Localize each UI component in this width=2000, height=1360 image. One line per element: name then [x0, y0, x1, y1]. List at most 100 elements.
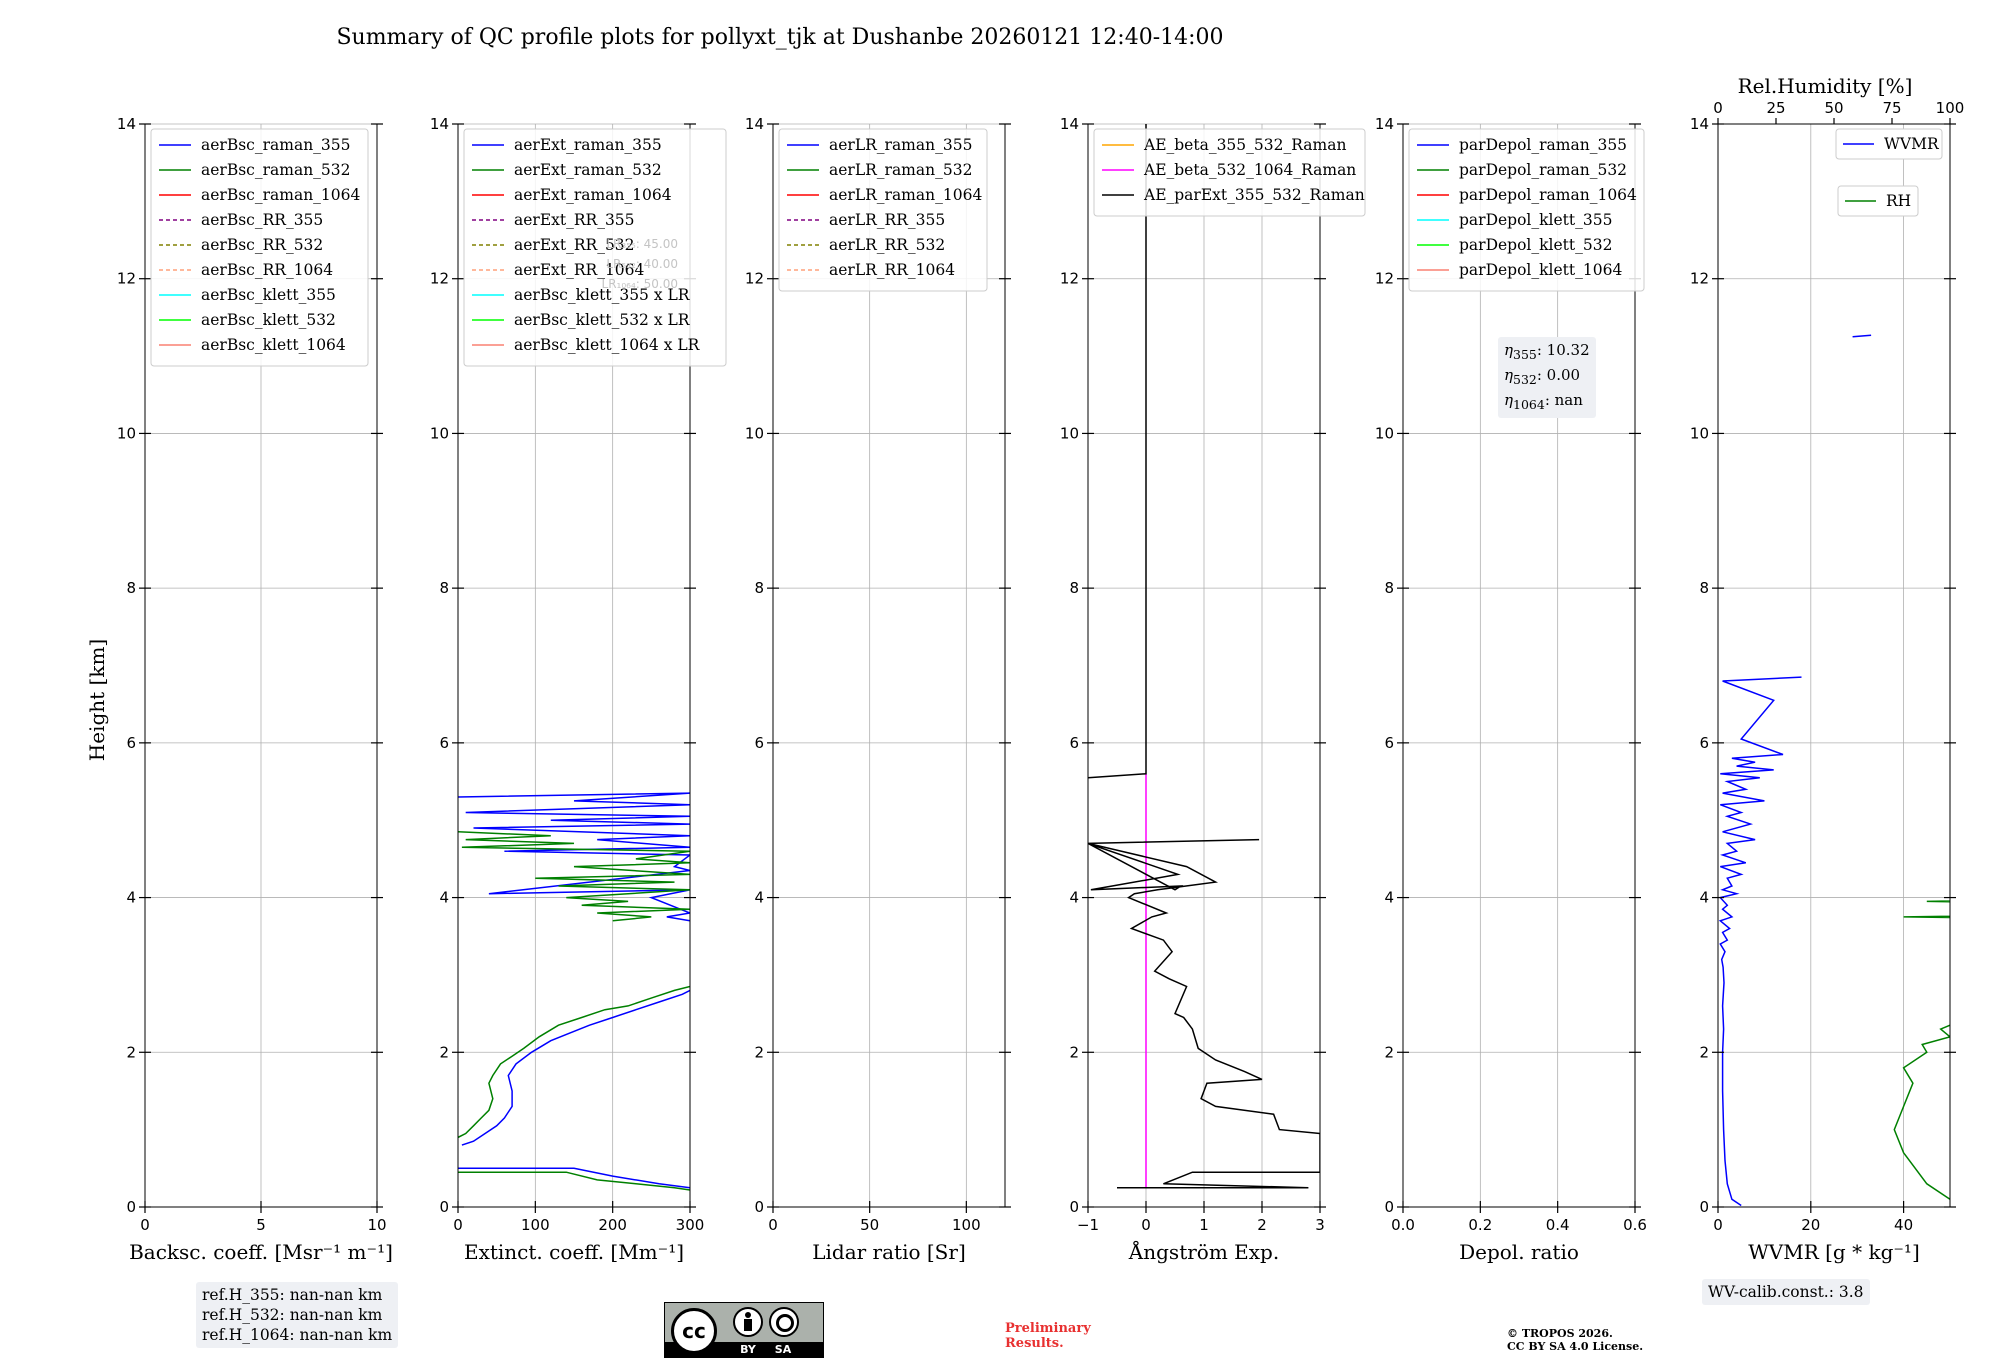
- legend-label-aerBsc_klett_1064: aerBsc_klett_1064: [201, 336, 346, 354]
- legend-label-aerLR_raman_532: aerLR_raman_532: [829, 161, 972, 179]
- lr-annotation: LR₅₃₂: 40.00: [606, 257, 678, 271]
- x-axis-label: Ångström Exp.: [1128, 1239, 1279, 1264]
- ref-heights-box: ref.H_355: nan-nan km ref.H_532: nan-nan…: [196, 1282, 399, 1348]
- x-tick-label: 0.2: [1468, 1216, 1492, 1234]
- legend-label-aerLR_RR_355: aerLR_RR_355: [829, 211, 945, 229]
- y-tick-label: 2: [1384, 1043, 1394, 1061]
- legend-label-aerBsc_klett_532 x LR: aerBsc_klett_532 x LR: [514, 311, 691, 329]
- y-tick-label: 6: [1384, 734, 1394, 752]
- preliminary-line-2: Results.: [1005, 1336, 1064, 1351]
- legend-label-aerExt_RR_1064: aerExt_RR_1064: [514, 261, 645, 279]
- y-axis-label: Height [km]: [85, 639, 109, 761]
- y-tick-label: 8: [1069, 579, 1079, 597]
- x-tick-label: 3: [1315, 1216, 1325, 1234]
- cc-license-badge: cc BY SA: [664, 1302, 824, 1358]
- legend-label-parDepol_raman_532: parDepol_raman_532: [1459, 161, 1627, 179]
- y-tick-label: 10: [1690, 424, 1709, 442]
- by-person-icon: [733, 1307, 763, 1337]
- legend-label-aerBsc_RR_532: aerBsc_RR_532: [201, 236, 323, 254]
- y-tick-label: 12: [430, 270, 449, 288]
- ref-height-532: ref.H_532: nan-nan km: [202, 1306, 383, 1324]
- legend-label-parDepol_klett_355: parDepol_klett_355: [1459, 211, 1612, 229]
- y-tick-label: 14: [1690, 115, 1709, 133]
- x-tick-label: 40: [1894, 1216, 1913, 1234]
- x-axis-label: Lidar ratio [Sr]: [812, 1240, 966, 1264]
- x-tick-label: 2: [1257, 1216, 1267, 1234]
- x-tick-label: 10: [367, 1216, 386, 1234]
- legend-label-aerExt_raman_355: aerExt_raman_355: [514, 136, 662, 154]
- y-tick-label: 6: [1699, 734, 1709, 752]
- x-tick-label: 5: [256, 1216, 266, 1234]
- y-tick-label: 8: [126, 579, 136, 597]
- y-tick-label: 12: [1060, 270, 1079, 288]
- legend-label-parDepol_raman_355: parDepol_raman_355: [1459, 136, 1627, 154]
- cc-icon: cc: [671, 1308, 717, 1354]
- y-tick-label: 4: [1384, 889, 1394, 907]
- copyright-line-2: CC BY SA 4.0 License.: [1507, 1340, 1644, 1353]
- legend-label-aerExt_raman_532: aerExt_raman_532: [514, 161, 662, 179]
- panel-extinction: 0 2 4 6 8 10 12 14 0 100 200 300 Extinct. coeff. [Mm…: [430, 115, 727, 1264]
- y-tick-label: 2: [1699, 1043, 1709, 1061]
- y-tick-label: 10: [745, 424, 764, 442]
- y-tick-label: 0: [1069, 1198, 1079, 1216]
- y-tick-label: 0: [1384, 1198, 1394, 1216]
- legend-label-aerExt_RR_532: aerExt_RR_532: [514, 236, 635, 254]
- secondary-tick-label: 100: [1936, 99, 1965, 117]
- legend-box-WVMR: [1835, 128, 1943, 160]
- lr-annotation: LR₃₅₅: 45.00: [606, 237, 678, 251]
- wv-calib-box: WV-calib.const.: 3.8: [1702, 1279, 1870, 1305]
- y-tick-label: 14: [117, 115, 136, 133]
- ref-height-355: ref.H_355: nan-nan km: [202, 1286, 383, 1304]
- y-tick-label: 12: [117, 270, 136, 288]
- legend-label-AE_beta_355_532_Raman: AE_beta_355_532_Raman: [1143, 136, 1346, 154]
- legend-label-aerExt_raman_1064: aerExt_raman_1064: [514, 186, 672, 204]
- x-tick-label: 0: [1141, 1216, 1151, 1234]
- eta-box: η355: 10.32 η532: 0.00 η1064: nan: [1498, 337, 1596, 418]
- y-tick-label: 0: [1699, 1198, 1709, 1216]
- legend-label-aerLR_raman_355: aerLR_raman_355: [829, 136, 972, 154]
- legend-box-RH: [1837, 185, 1919, 217]
- y-tick-label: 14: [745, 115, 764, 133]
- secondary-axis-label: Rel.Humidity [%]: [1738, 74, 1913, 98]
- x-tick-label: 0: [1713, 1216, 1723, 1234]
- x-tick-label: 0: [453, 1216, 463, 1234]
- legend-box: [1093, 128, 1366, 217]
- y-tick-label: 6: [439, 734, 449, 752]
- x-axis-label: Backsc. coeff. [Msr⁻¹ m⁻¹]: [129, 1240, 393, 1264]
- legend-label-aerLR_raman_1064: aerLR_raman_1064: [829, 186, 982, 204]
- x-axis-label: WVMR [g * kg⁻¹]: [1748, 1240, 1920, 1264]
- y-tick-label: 10: [1060, 424, 1079, 442]
- sa-label: SA: [774, 1343, 792, 1356]
- panel-backscatter: 0 2 4 6 8 10 12 14 0 5 10 Backsc. coeff. [Msr⁻¹ m⁻¹…: [117, 115, 393, 1264]
- legend-label-WVMR: WVMR: [1884, 135, 1940, 153]
- panel-lidar_ratio: 0 2 4 6 8 10 12 14 0 50 100 Lidar ratio [Sr] aerLR_r…: [745, 115, 1011, 1264]
- y-tick-label: 14: [1375, 115, 1394, 133]
- y-tick-label: 0: [754, 1198, 764, 1216]
- legend-label-aerBsc_raman_1064: aerBsc_raman_1064: [201, 186, 361, 204]
- x-tick-label: 0.6: [1623, 1216, 1647, 1234]
- ref-height-1064: ref.H_1064: nan-nan km: [202, 1326, 393, 1344]
- y-tick-label: 2: [439, 1043, 449, 1061]
- y-tick-label: 14: [430, 115, 449, 133]
- y-tick-label: 6: [754, 734, 764, 752]
- share-alike-icon: [769, 1307, 799, 1337]
- by-label: BY: [740, 1343, 756, 1356]
- x-tick-label: 0: [140, 1216, 150, 1234]
- legend-label-aerBsc_raman_355: aerBsc_raman_355: [201, 136, 351, 154]
- panel-depolarization: 0 2 4 6 8 10 12 14 0.0 0.2 0.4 0.6 Depol. ratio parDe…: [1375, 115, 1647, 1264]
- series-WVMR_upper: [1852, 334, 1872, 338]
- y-tick-label: 10: [430, 424, 449, 442]
- legend-label-aerBsc_klett_355 x LR: aerBsc_klett_355 x LR: [514, 286, 691, 304]
- x-axis-label: Depol. ratio: [1459, 1240, 1579, 1264]
- eta-1064: η1064: nan: [1504, 391, 1583, 412]
- secondary-tick-label: 0: [1713, 99, 1723, 117]
- y-tick-label: 12: [745, 270, 764, 288]
- y-tick-label: 4: [439, 889, 449, 907]
- y-tick-label: 6: [126, 734, 136, 752]
- legend-label-parDepol_raman_1064: parDepol_raman_1064: [1459, 186, 1637, 204]
- series-aerExt_raman_532_near: [458, 1171, 690, 1191]
